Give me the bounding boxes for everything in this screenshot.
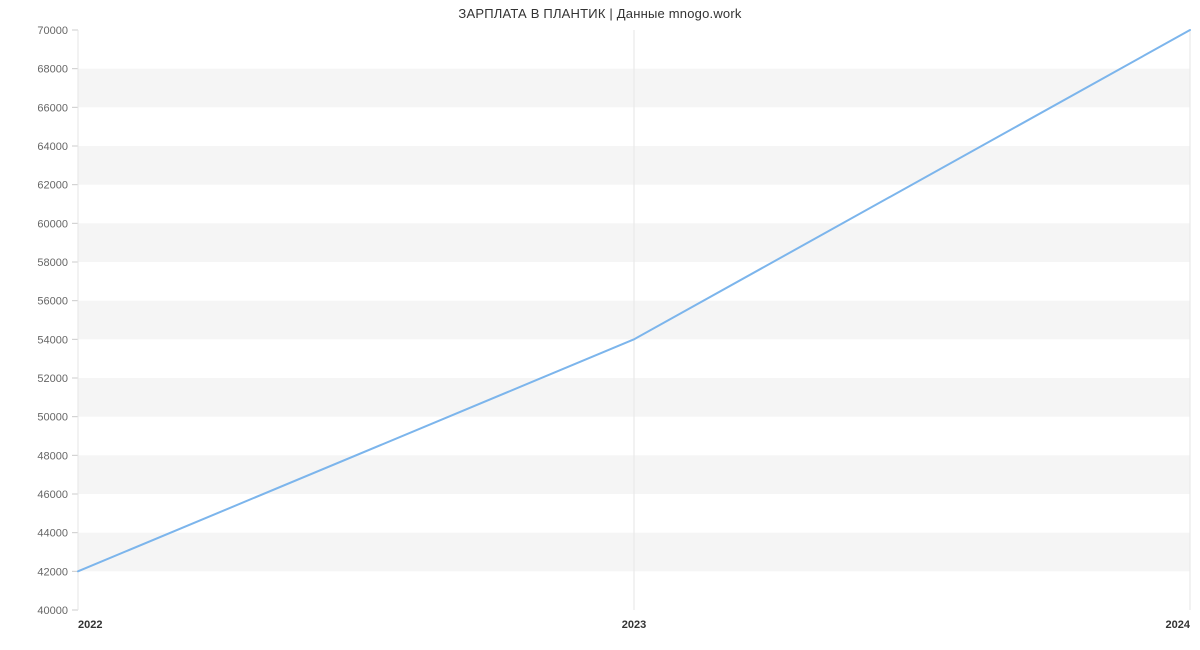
- y-tick-label: 58000: [37, 257, 68, 269]
- y-tick-label: 48000: [37, 450, 68, 462]
- x-tick-label: 2022: [78, 619, 102, 631]
- chart-svg: 40000 42000 44000 46000 48000 50000 52000 54000…: [0, 0, 1200, 650]
- y-tick-label: 66000: [37, 102, 68, 114]
- y-tick-label: 64000: [37, 141, 68, 153]
- y-tick-label: 40000: [37, 605, 68, 617]
- y-tick-label: 42000: [37, 566, 68, 578]
- y-tick-label: 68000: [37, 64, 68, 76]
- x-tick-label: 2023: [622, 619, 646, 631]
- y-tick-label: 44000: [37, 528, 68, 540]
- y-tick-label: 52000: [37, 373, 68, 385]
- y-tick-label: 50000: [37, 412, 68, 424]
- line-chart: ЗАРПЛАТА В ПЛАНТИК | Данные mnogo.work 4…: [0, 0, 1200, 650]
- y-tick-label: 56000: [37, 296, 68, 308]
- y-tick-label: 60000: [37, 218, 68, 230]
- y-tick-label: 46000: [37, 489, 68, 501]
- y-tick-label: 70000: [37, 25, 68, 37]
- y-tick-label: 54000: [37, 334, 68, 346]
- x-tick-label: 2024: [1166, 619, 1191, 631]
- y-tick-label: 62000: [37, 180, 68, 192]
